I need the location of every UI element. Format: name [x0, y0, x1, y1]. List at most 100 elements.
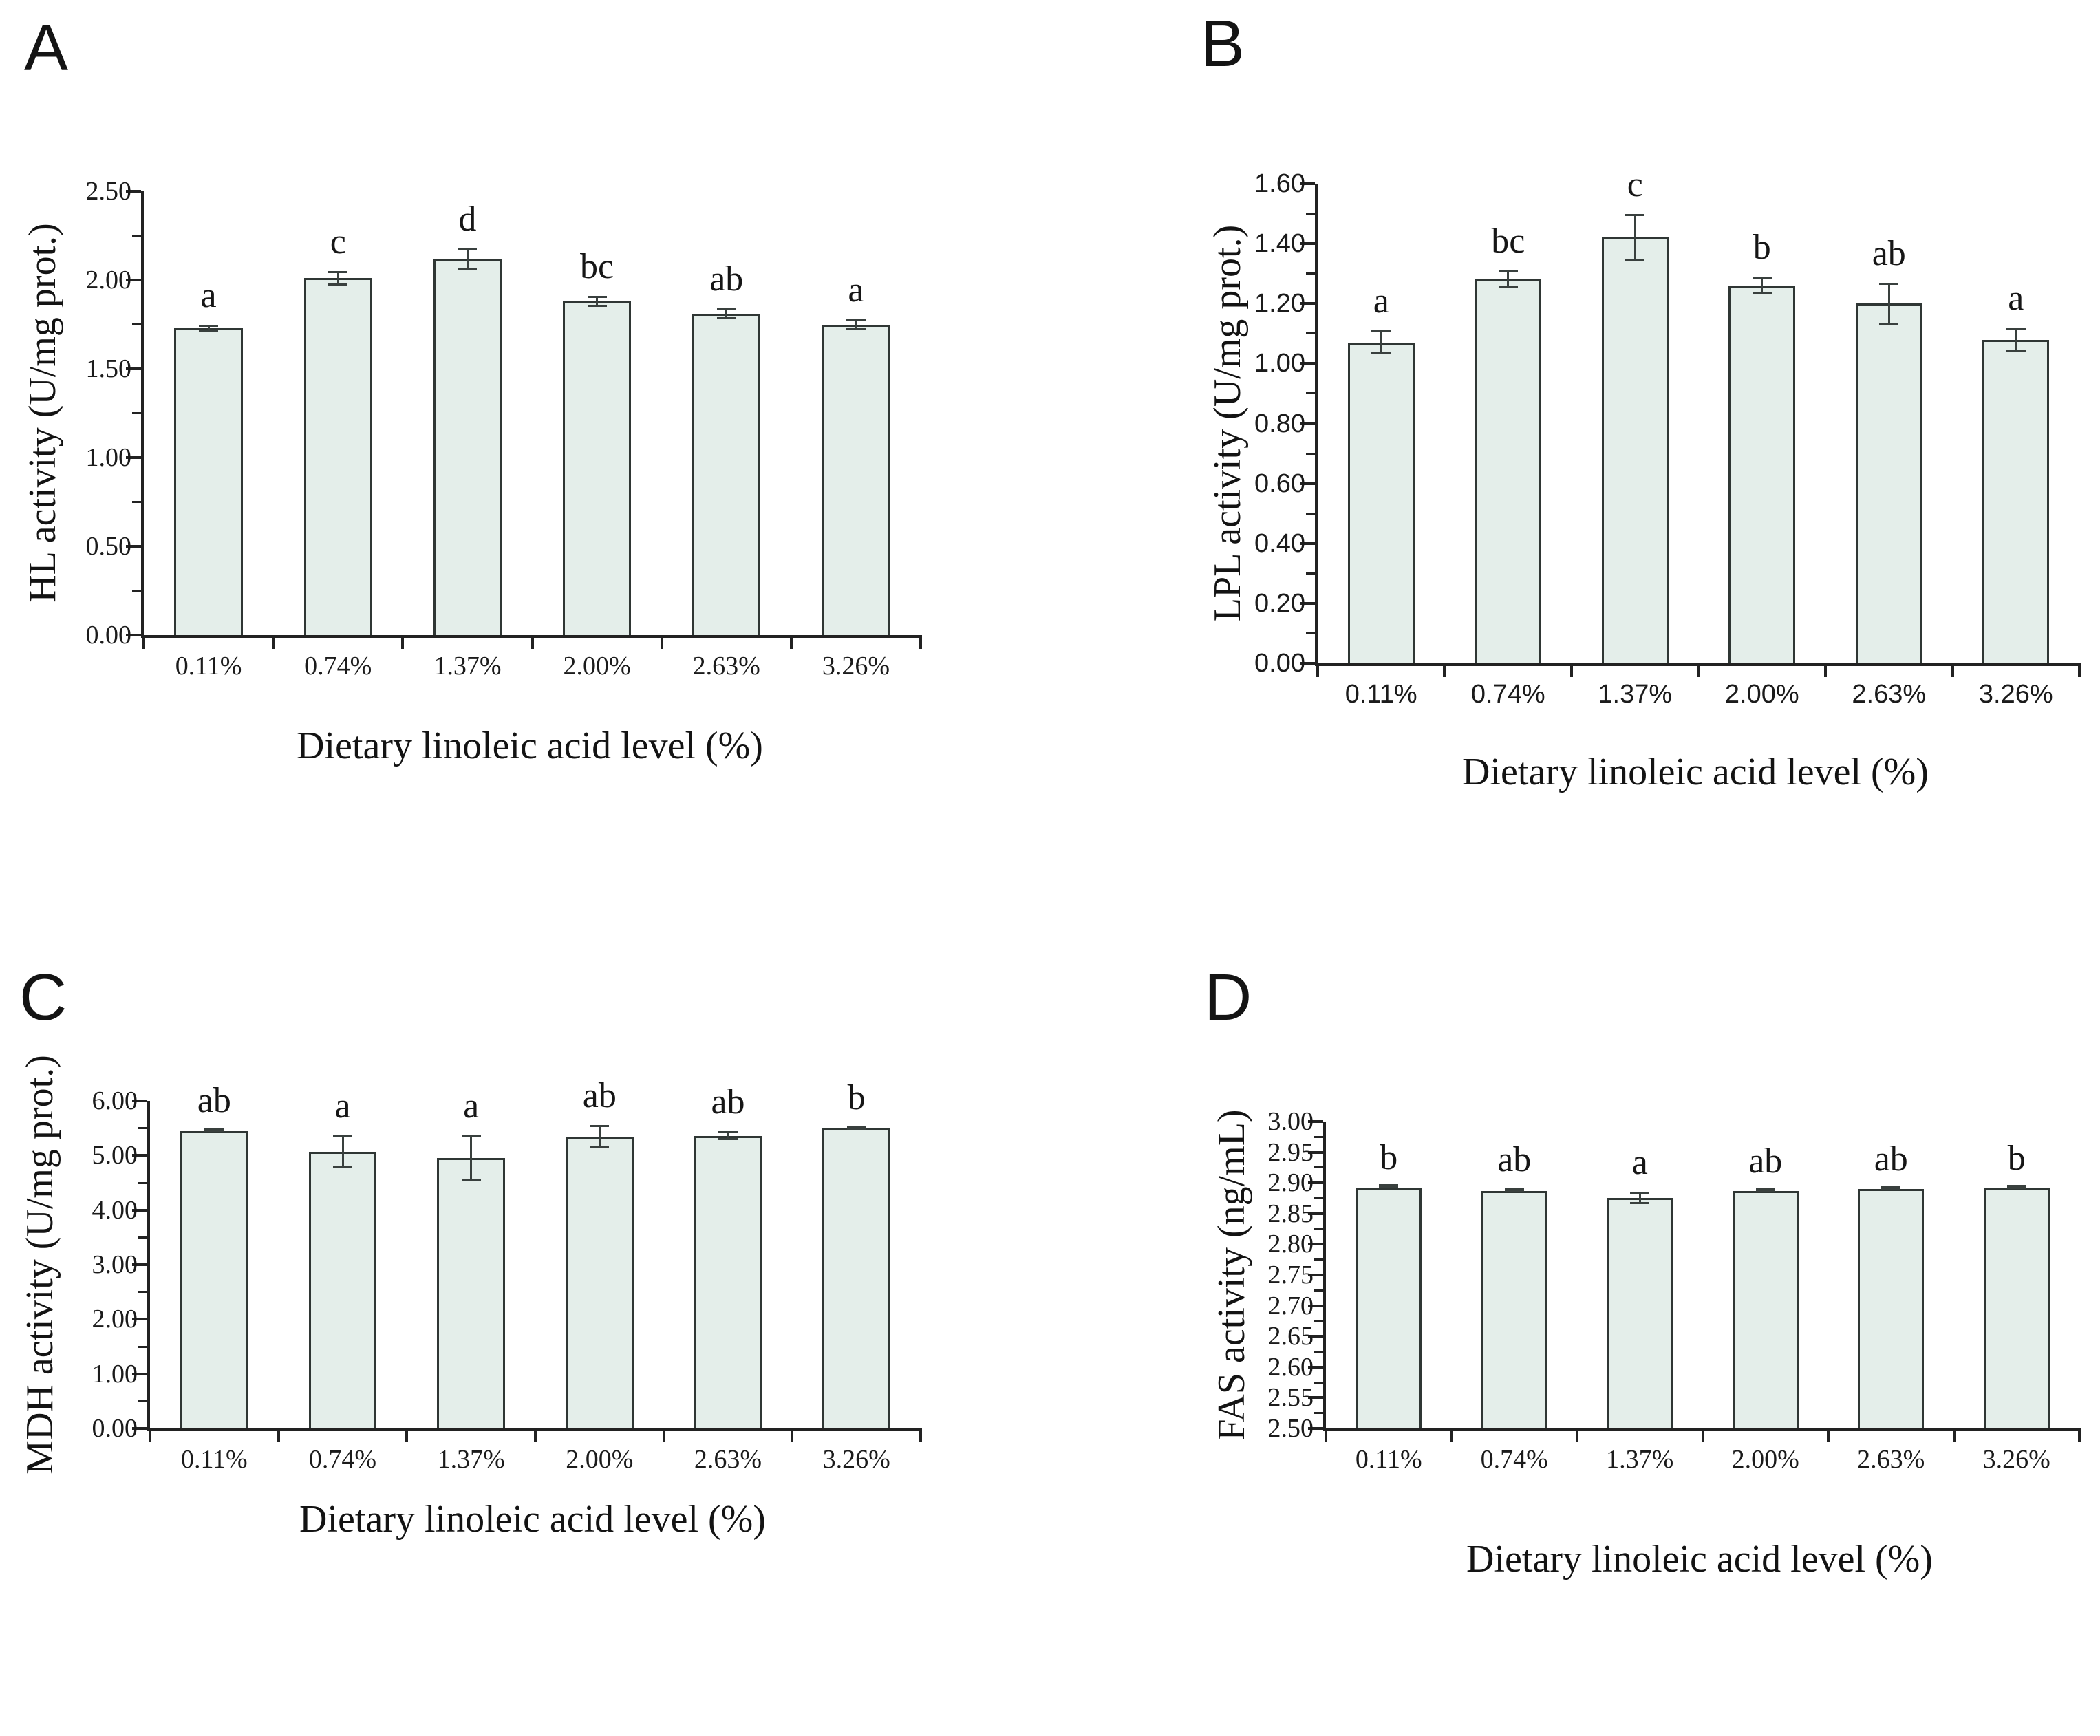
- significance-letter: a: [1373, 281, 1389, 321]
- error-bar: [2006, 1185, 2026, 1190]
- error-bar-stem: [341, 1137, 344, 1166]
- plot-area-d: 2.50 2.55 2.60 2.65 2.70 2.75 2.80 2.85 2.90 2.95…: [1268, 1108, 2081, 1472]
- x-tick: [660, 635, 663, 649]
- y-tick-label: 0.60: [1254, 469, 1305, 498]
- y-tick-label: 3.00: [1267, 1107, 1314, 1136]
- x-category-label: 0.11%: [180, 1445, 248, 1474]
- significance-letter: ab: [1748, 1141, 1783, 1181]
- significance-letter: b: [847, 1078, 866, 1118]
- bar: [174, 328, 243, 635]
- y-tick-label: 0.50: [85, 532, 132, 561]
- bar: [437, 1158, 505, 1428]
- x-tick: [1450, 1428, 1453, 1442]
- y-axis-title-d: FAS activity (ng/mL): [1210, 1109, 1253, 1441]
- y-minor-tick: [1314, 1135, 1323, 1138]
- y-minor-tick: [1314, 1228, 1323, 1230]
- error-bar: [333, 1135, 352, 1168]
- plot-area-a: 0.00 0.50 1.00 1.50 2.00 2.50 a 0.11% c 0.74% d 1.3…: [86, 178, 922, 679]
- error-bar: [1379, 1184, 1399, 1189]
- error-bar: [1755, 1187, 1775, 1192]
- x-tick: [142, 635, 145, 649]
- error-bar-stem: [727, 1133, 729, 1139]
- y-major-tick: [132, 1154, 147, 1157]
- y-major-tick: [1308, 1181, 1323, 1185]
- plot-area-c: 0.00 1.00 2.00 3.00 4.00 5.00 6.00 ab 0.11% a 0.74…: [92, 1078, 922, 1472]
- bar: [1475, 279, 1542, 663]
- x-tick: [791, 1428, 794, 1442]
- y-minor-tick: [1306, 332, 1315, 335]
- x-category-label: 1.37%: [433, 652, 502, 681]
- x-category-label: 2.00%: [563, 652, 631, 681]
- x-tick: [1443, 663, 1446, 677]
- y-tick-label: 2.00: [92, 1305, 138, 1334]
- y-tick-label: 6.00: [92, 1086, 138, 1115]
- bar: [562, 301, 632, 635]
- x-tick: [1951, 663, 1954, 677]
- y-major-tick: [132, 1318, 147, 1321]
- y-minor-tick: [132, 235, 141, 237]
- x-category-label: 3.26%: [1982, 1445, 2050, 1474]
- x-tick: [1575, 1428, 1578, 1442]
- y-minor-tick: [1306, 512, 1315, 515]
- error-bar: [1879, 282, 1899, 325]
- x-category-label: 2.63%: [1852, 680, 1927, 709]
- bar: [1356, 1188, 1422, 1428]
- y-minor-tick: [132, 501, 141, 503]
- error-bar: [1504, 1188, 1524, 1193]
- y-major-tick: [1308, 1212, 1323, 1215]
- x-tick: [401, 635, 405, 649]
- y-tick-label: 5.00: [92, 1141, 138, 1170]
- x-tick: [1826, 1428, 1830, 1442]
- significance-letter: a: [2008, 279, 2024, 319]
- y-tick-label: 2.95: [1267, 1137, 1314, 1167]
- significance-letter: ab: [582, 1075, 617, 1115]
- y-axis-title-c: MDH activity (U/mg prot.): [19, 1055, 61, 1475]
- y-major-tick: [1308, 1365, 1323, 1369]
- error-bar: [199, 324, 219, 332]
- error-bar-stem: [470, 1137, 473, 1179]
- x-tick: [1823, 663, 1827, 677]
- significance-letter: a: [334, 1086, 351, 1126]
- x-tick: [531, 635, 534, 649]
- bar: [822, 1128, 890, 1428]
- y-minor-tick: [1306, 213, 1315, 215]
- y-tick-label: 0.20: [1254, 588, 1305, 618]
- significance-letter: ab: [711, 1082, 745, 1122]
- y-tick-label: 1.20: [1254, 289, 1305, 319]
- y-tick-label: 2.75: [1267, 1261, 1314, 1289]
- x-category-label: 0.11%: [1355, 1445, 1422, 1474]
- y-major-tick: [1308, 1427, 1323, 1430]
- error-bar-stem: [725, 310, 728, 317]
- panel-letter-d: D: [1204, 961, 1252, 1034]
- y-minor-tick: [1314, 1351, 1323, 1353]
- x-category-label: 1.37%: [1606, 1445, 1674, 1474]
- error-bar: [1625, 213, 1645, 262]
- bar: [1858, 1189, 1925, 1428]
- y-major-tick: [132, 1208, 147, 1212]
- significance-letter: d: [458, 199, 477, 239]
- bar: [1347, 342, 1415, 663]
- error-bar-stem: [598, 1126, 601, 1146]
- bar: [1728, 286, 1796, 663]
- y-tick-label: 1.40: [1254, 229, 1305, 259]
- bar: [566, 1136, 634, 1428]
- x-category-label: 3.26%: [1978, 680, 2053, 709]
- y-major-tick: [1300, 542, 1315, 545]
- significance-letter: ab: [1497, 1140, 1532, 1180]
- bar: [1732, 1190, 1799, 1428]
- x-tick: [405, 1428, 409, 1442]
- error-bar-stem: [1507, 272, 1510, 287]
- error-bar: [458, 248, 478, 270]
- y-tick-label: 3.00: [92, 1250, 138, 1279]
- x-category-label: 0.74%: [304, 652, 372, 681]
- significance-letter: a: [848, 270, 864, 310]
- error-bar: [846, 1126, 866, 1130]
- y-tick-label: 1.00: [92, 1359, 138, 1389]
- y-major-tick: [1308, 1120, 1323, 1123]
- significance-letter: ab: [197, 1081, 231, 1121]
- x-category-label: 0.74%: [308, 1445, 377, 1474]
- y-major-tick: [1308, 1396, 1323, 1400]
- bar: [180, 1130, 248, 1428]
